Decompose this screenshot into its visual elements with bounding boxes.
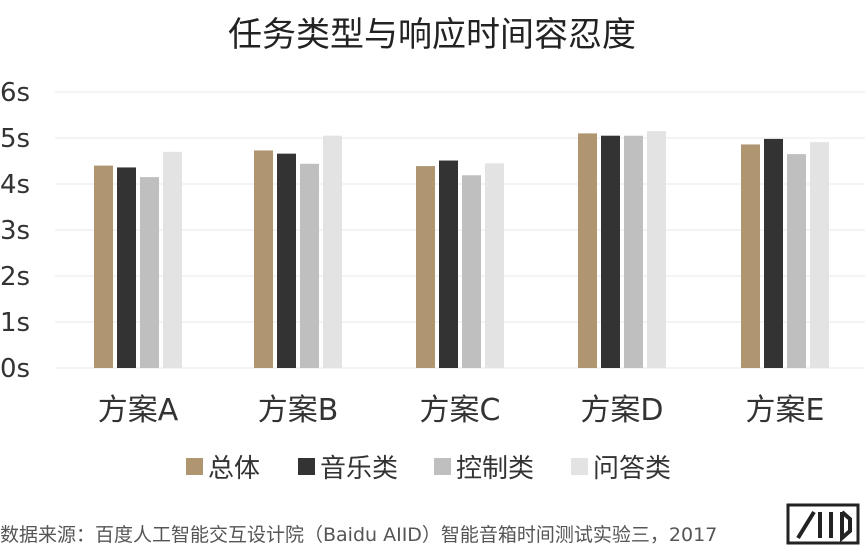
bar	[163, 151, 182, 368]
y-tick-label: 3s	[0, 216, 30, 246]
x-category-label: 方案C	[420, 393, 501, 428]
x-category-label: 方案E	[746, 393, 825, 428]
legend-label: 总体	[208, 454, 260, 484]
source-note: 数据来源：百度人工智能交互设计院（Baidu AIID）智能音箱时间测试实验三，…	[0, 524, 717, 546]
y-tick-label: 2s	[0, 262, 30, 292]
gridlines	[55, 91, 865, 369]
bar	[300, 163, 319, 368]
legend-label: 问答类	[593, 454, 671, 484]
y-tick-label: 5s	[0, 124, 30, 154]
bar	[277, 153, 296, 368]
bar	[624, 135, 643, 368]
bar	[117, 167, 136, 368]
y-tick-label: 1s	[0, 308, 30, 338]
legend-swatch	[571, 458, 588, 475]
bar	[810, 142, 829, 368]
bars	[94, 131, 829, 368]
aiid-logo	[786, 503, 860, 545]
bar	[764, 138, 783, 368]
bar	[647, 131, 666, 368]
legend-label: 控制类	[456, 454, 534, 484]
chart-title: 任务类型与响应时间容忍度	[228, 15, 636, 55]
bar	[439, 160, 458, 368]
y-tick-label: 4s	[0, 170, 30, 200]
bar	[323, 135, 342, 368]
bar	[462, 175, 481, 368]
bar	[140, 177, 159, 368]
legend-label: 音乐类	[320, 454, 398, 484]
legend-swatch	[298, 458, 315, 475]
x-axis-categories: 方案A 方案B 方案C 方案D 方案E	[98, 393, 825, 428]
legend-swatch	[434, 458, 451, 475]
y-tick-label: 0s	[0, 354, 30, 384]
legend-swatch	[186, 458, 203, 475]
bar	[94, 165, 113, 368]
y-tick-label: 6s	[0, 78, 30, 108]
bar	[254, 150, 273, 368]
x-category-label: 方案D	[580, 393, 663, 428]
bar	[485, 163, 504, 368]
bar	[787, 154, 806, 368]
bar	[578, 133, 597, 368]
legend: 总体 音乐类 控制类 问答类	[186, 454, 671, 484]
x-category-label: 方案B	[258, 393, 339, 428]
y-axis-ticks: 0s 1s 2s 3s 4s 5s 6s	[0, 78, 30, 384]
bar	[416, 166, 435, 368]
bar	[741, 144, 760, 368]
bar	[601, 135, 620, 368]
x-category-label: 方案A	[98, 393, 179, 428]
